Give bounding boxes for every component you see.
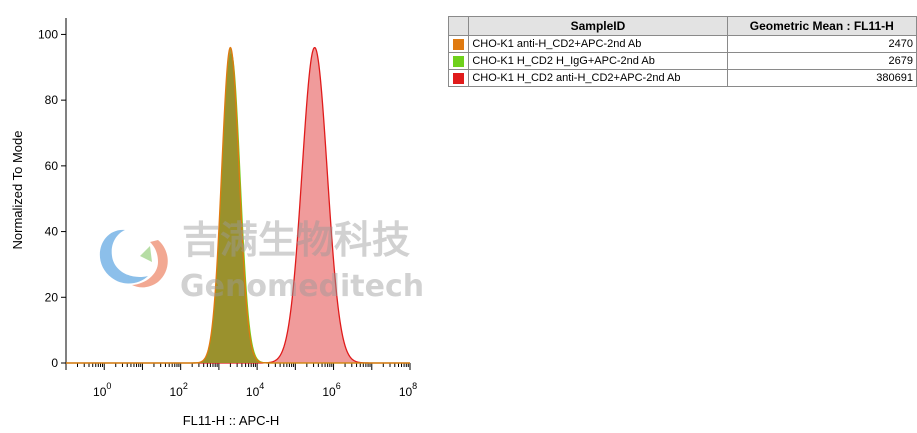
table-cell-sample: CHO-K1 H_CD2 H_IgG+APC-2nd Ab	[468, 52, 728, 70]
x-tick-label: 108	[399, 381, 417, 399]
table-header-row: SampleID Geometric Mean : FL11-H	[448, 16, 917, 36]
color-swatch	[453, 38, 465, 50]
watermark-logo	[99, 229, 168, 288]
table-cell-value: 2679	[726, 52, 917, 70]
x-tick-label: 104	[246, 381, 264, 399]
y-tick-label: 40	[45, 225, 59, 239]
y-axis-ticks: 0 20 40 60 80 100	[38, 27, 66, 370]
color-swatch	[453, 55, 465, 67]
table-row: CHO-K1 H_CD2 anti-H_CD2+APC-2nd Ab 38069…	[448, 69, 917, 87]
series-area	[66, 47, 410, 363]
table-row: CHO-K1 anti-H_CD2+APC-2nd Ab 2470	[448, 35, 917, 53]
table-header-sampleid: SampleID	[468, 16, 728, 36]
table-swatch-cell	[448, 52, 470, 70]
table-cell-sample: CHO-K1 anti-H_CD2+APC-2nd Ab	[468, 35, 728, 53]
table-cell-sample: CHO-K1 H_CD2 anti-H_CD2+APC-2nd Ab	[468, 69, 728, 87]
x-tick-label: 106	[322, 381, 340, 399]
table-row: CHO-K1 H_CD2 H_IgG+APC-2nd Ab 2679	[448, 52, 917, 70]
y-tick-label: 80	[45, 93, 59, 107]
table-cell-value: 2470	[726, 35, 917, 53]
x-axis-title: FL11-H :: APC-H	[183, 413, 280, 428]
y-tick-label: 60	[45, 159, 59, 173]
series-line	[66, 46, 410, 364]
watermark-en-text: Genomeditech	[180, 269, 424, 304]
y-axis-title: Normalized To Mode	[10, 131, 25, 250]
x-tick-label: 100	[93, 381, 111, 399]
x-axis-ticks: 100 102 104 106 108	[65, 363, 417, 399]
watermark-cn-text: 吉满生物科技	[182, 218, 410, 262]
y-tick-label: 100	[38, 27, 58, 41]
table-header-swatch	[448, 16, 470, 36]
y-tick-label: 20	[45, 290, 59, 304]
table-swatch-cell	[448, 69, 470, 87]
table-swatch-cell	[448, 35, 470, 53]
color-swatch	[453, 72, 465, 84]
series-layer	[66, 46, 410, 364]
table-header-geomean: Geometric Mean : FL11-H	[726, 16, 917, 36]
y-tick-label: 0	[51, 356, 58, 370]
watermark: 吉满生物科技 Genomeditech	[99, 218, 424, 304]
x-tick-label: 102	[169, 381, 187, 399]
table-cell-value: 380691	[726, 69, 917, 87]
sample-table: SampleID Geometric Mean : FL11-H CHO-K1 …	[448, 16, 917, 87]
